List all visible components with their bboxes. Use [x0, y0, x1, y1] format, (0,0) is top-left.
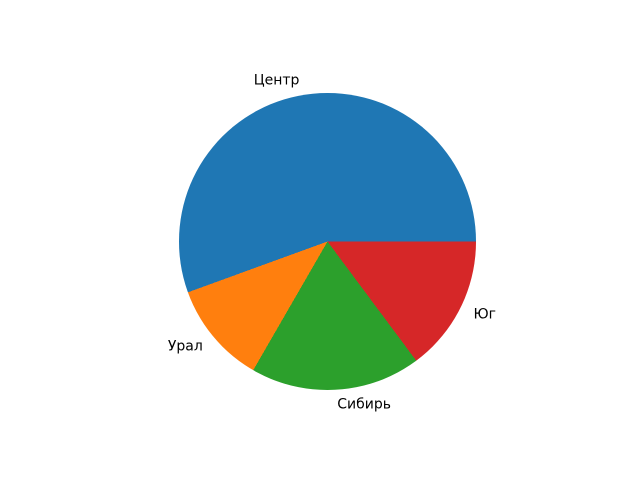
pie-slice-label: Урал [167, 338, 203, 355]
pie-slice-label: Центр [253, 72, 300, 89]
pie-chart [179, 93, 477, 390]
pie-slice-label: Юг [473, 306, 496, 323]
pie-slice-label: Сибирь [337, 396, 391, 413]
